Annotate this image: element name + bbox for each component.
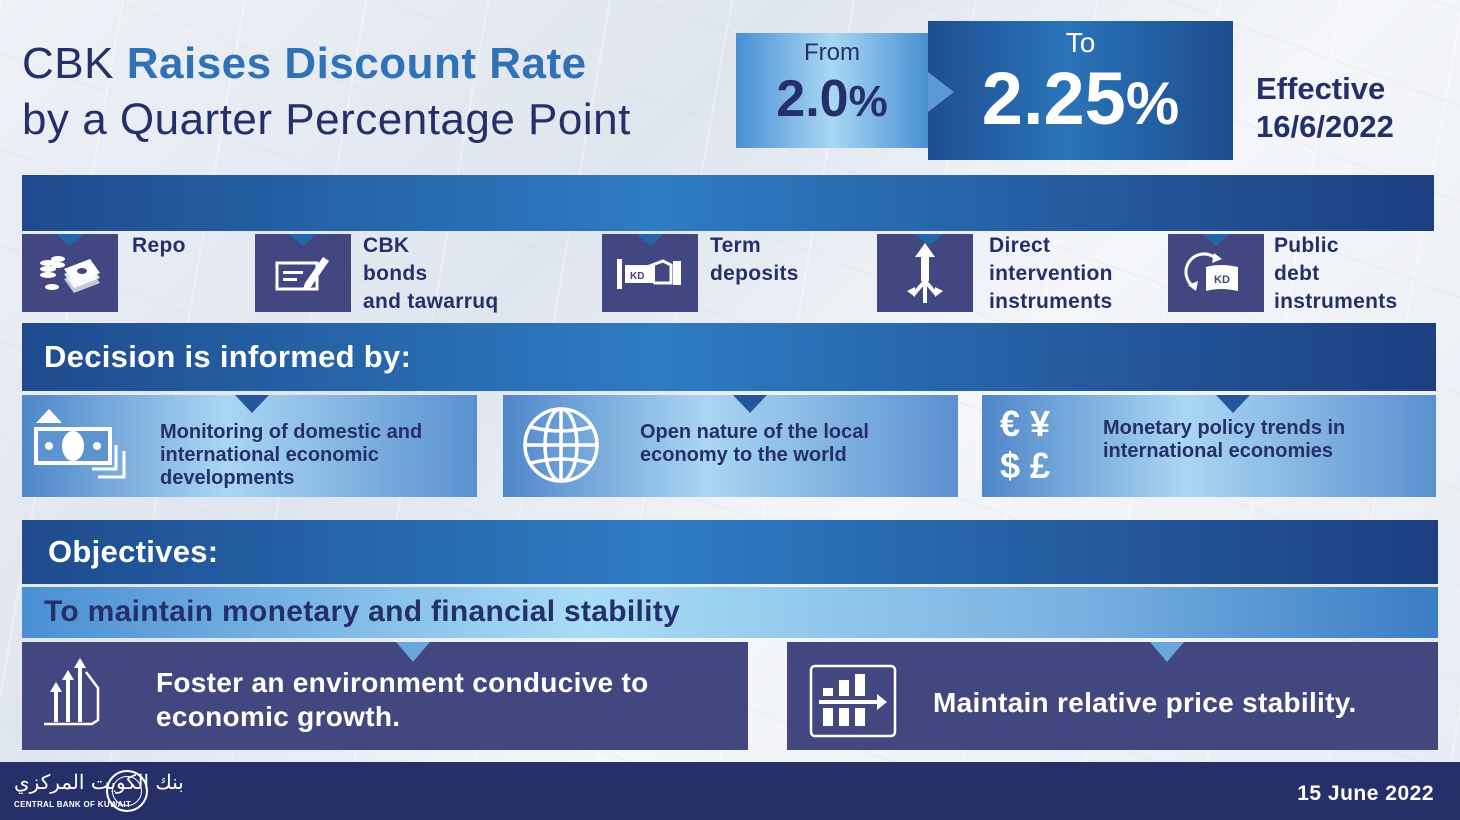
decision-text: Open nature of the local economy to the …	[640, 421, 869, 466]
objective-text: Maintain relative price stability.	[933, 687, 1357, 718]
footer: بنك الكويت المركزي CENTRAL BANK OF KUWAI…	[0, 762, 1460, 820]
instrument-public-debt: KD Public debt instruments	[1168, 234, 1434, 313]
from-value: 2.0%	[776, 70, 888, 128]
stable-bars-icon	[809, 664, 897, 743]
cbk-logo-arabic: بنك الكويت المركزي	[14, 770, 184, 794]
objectives-section-header: Objectives:	[22, 520, 1438, 584]
page-title: CBK Raises Discount Rate by a Quarter Pe…	[22, 36, 631, 148]
cheque-pen-icon	[255, 234, 351, 312]
currency-symbols-icon: € ¥ $ £	[1000, 403, 1051, 486]
notch	[915, 234, 943, 246]
notch	[636, 234, 664, 246]
from-rate-box: From 2.0%	[736, 33, 928, 148]
decision-section-header: Decision is informed by:	[22, 323, 1436, 391]
instruments-band	[22, 175, 1434, 231]
title-line2: by a Quarter Percentage Point	[22, 95, 631, 144]
instrument-term-deposits: KD Term deposits	[602, 234, 842, 312]
cash-coins-icon	[22, 234, 118, 312]
split-arrows-icon	[877, 234, 973, 312]
to-label: To	[1065, 27, 1096, 58]
notch	[1216, 395, 1250, 413]
objective-text: Foster an environment conducive to econo…	[156, 667, 649, 732]
objectives-subtitle-band: To maintain monetary and financial stabi…	[22, 587, 1438, 638]
kd-cycle-icon: KD	[1168, 234, 1264, 312]
svg-text:KD: KD	[630, 271, 644, 282]
instrument-label: Term deposits	[710, 234, 799, 285]
notch	[396, 642, 430, 662]
decision-card-domestic: Monitoring of domestic and international…	[22, 395, 477, 497]
growth-arrows-icon	[42, 658, 114, 735]
title-bold: Raises Discount Rate	[126, 39, 587, 88]
notch	[235, 395, 269, 413]
instrument-label: Public debt instruments	[1274, 234, 1398, 313]
instrument-label: Repo	[132, 234, 186, 257]
footer-date: 15 June 2022	[1297, 782, 1434, 805]
instrument-label: CBK bonds and tawarruq	[363, 234, 499, 313]
globe-icon	[521, 405, 601, 490]
decision-text: Monetary policy trends in international …	[1103, 417, 1346, 462]
from-to-arrow-icon	[928, 72, 954, 112]
objectives-title: Objectives:	[48, 534, 219, 569]
decision-card-open-economy: Open nature of the local economy to the …	[503, 395, 958, 497]
decision-text: Monitoring of domestic and international…	[160, 421, 423, 489]
to-rate-box: To 2.25%	[928, 21, 1233, 160]
notch	[289, 234, 317, 246]
svg-text:KD: KD	[1214, 274, 1230, 286]
instrument-cbk-bonds: CBK bonds and tawarruq	[255, 234, 555, 313]
notch	[1202, 234, 1230, 246]
objectives-subtitle: To maintain monetary and financial stabi…	[44, 595, 681, 628]
kd-deposit-hand-icon: KD	[602, 234, 698, 312]
to-value: 2.25%	[981, 57, 1180, 140]
instrument-repo: Repo	[22, 234, 252, 312]
title-prefix: CBK	[22, 39, 114, 88]
decision-title: Decision is informed by:	[44, 339, 412, 374]
from-label: From	[804, 39, 860, 66]
cbk-logo-english: CENTRAL BANK OF KUWAIT	[14, 800, 132, 809]
objective-card-growth: Foster an environment conducive to econo…	[22, 642, 748, 750]
notch	[1150, 642, 1184, 662]
objective-card-price-stability: Maintain relative price stability.	[787, 642, 1438, 750]
decision-card-monetary-trends: € ¥ $ £ Monetary policy trends in intern…	[982, 395, 1436, 497]
instrument-direct-intervention: Direct intervention instruments	[877, 234, 1147, 313]
instrument-label: Direct intervention instruments	[989, 234, 1113, 313]
effective-date: Effective 16/6/2022	[1256, 71, 1394, 144]
cbk-seal-icon	[106, 770, 148, 812]
banknote-up-icon	[32, 405, 132, 484]
notch	[733, 395, 767, 413]
notch	[56, 234, 84, 246]
